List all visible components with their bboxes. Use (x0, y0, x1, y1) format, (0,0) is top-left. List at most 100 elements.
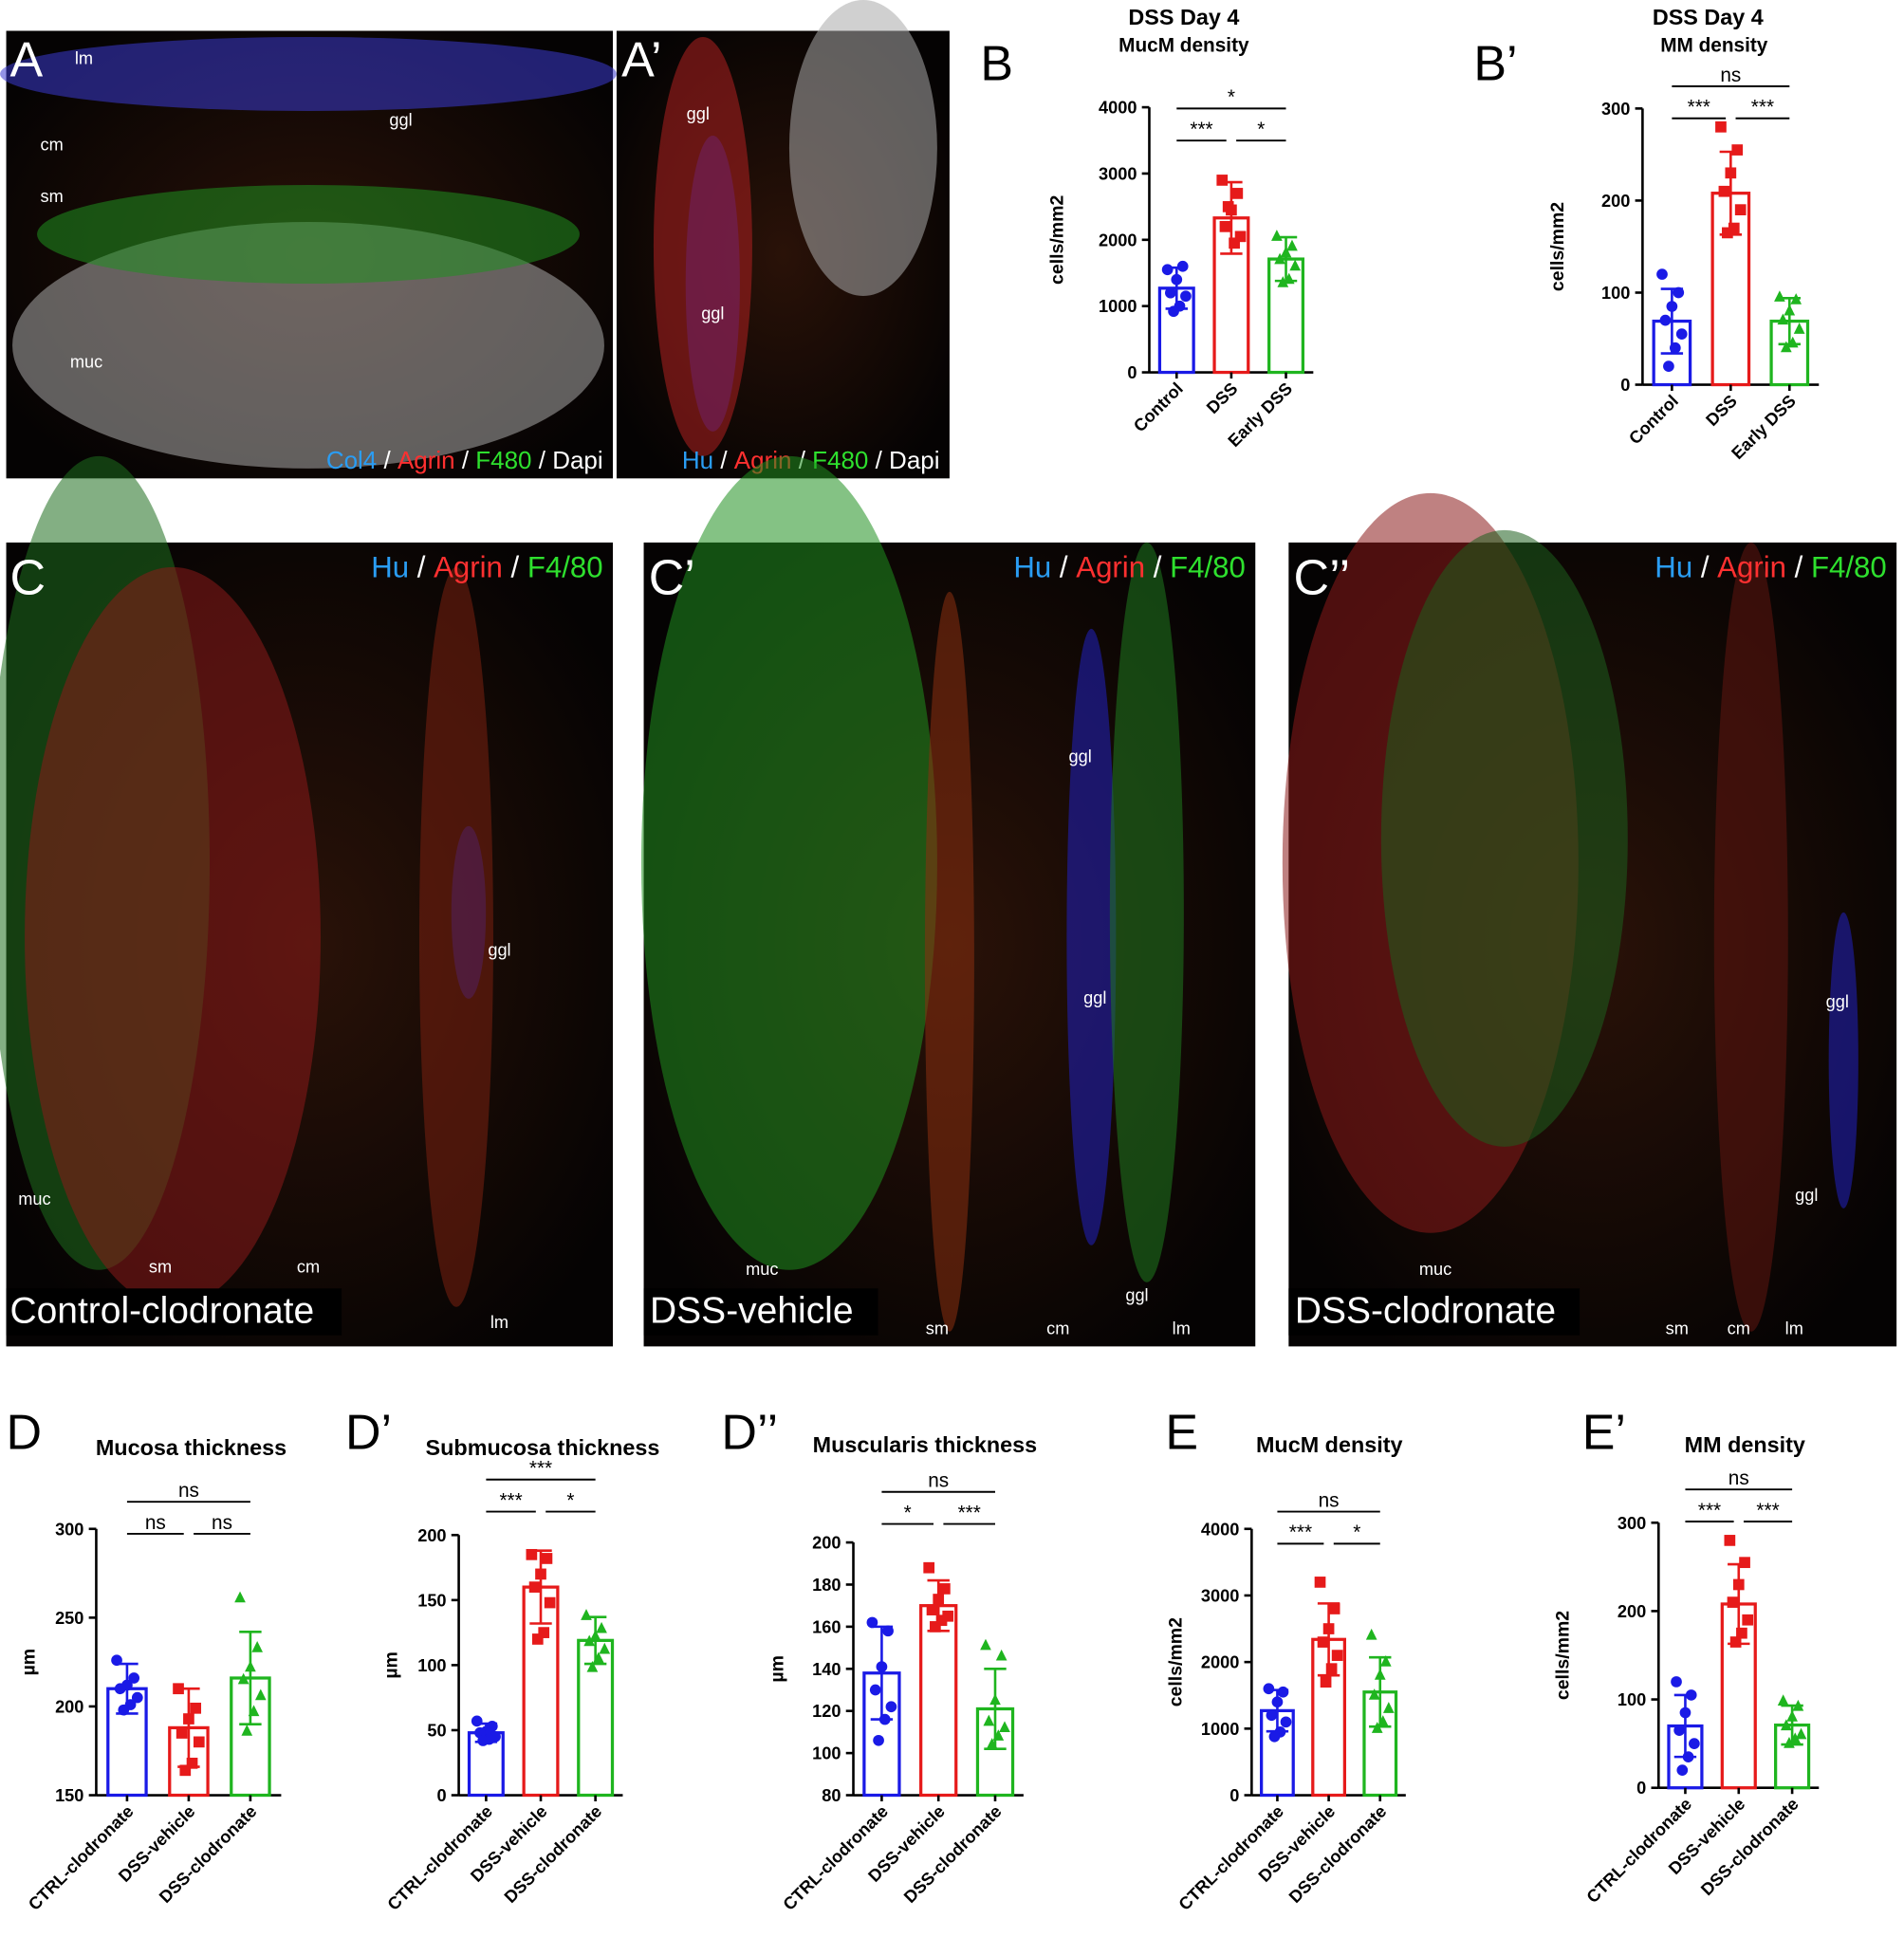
data-point (1715, 120, 1727, 133)
data-point (1266, 1709, 1278, 1722)
data-point (989, 1693, 1001, 1706)
data-point (1277, 276, 1289, 287)
data-point (1689, 1738, 1700, 1749)
tissue-annotation: ggl (687, 104, 710, 123)
panel-caption: Control-clodronate (9, 1291, 314, 1332)
significance-label: ns (1319, 1489, 1340, 1511)
legend-entry: Hu (371, 550, 409, 583)
legend-entry: Col4 (326, 446, 377, 474)
data-point (1786, 1710, 1798, 1722)
data-point (471, 1715, 483, 1727)
y-tick-label: 80 (822, 1786, 841, 1805)
data-point (254, 1688, 267, 1701)
data-point (1739, 1557, 1750, 1569)
data-point (541, 1553, 553, 1564)
data-point (1365, 1628, 1377, 1640)
legend-separator: / (455, 446, 476, 474)
data-point (538, 1627, 550, 1638)
tissue-stain (12, 221, 604, 469)
chart-subtitle: MM density (1660, 35, 1768, 57)
data-point (581, 1609, 592, 1620)
data-point (1671, 1676, 1682, 1688)
bar-chart: E MucM densitycells/mm201000200030004000C… (1165, 1405, 1406, 1914)
chart-title: MM density (1685, 1432, 1805, 1457)
bar-chart: B DSS Day 4 MucM density cells/mm2 0 1000 2000… (980, 5, 1314, 451)
data-point (114, 1683, 126, 1695)
bar-chart: E’ MM densitycells/mm20100200300CTRL-clod… (1552, 1405, 1820, 1907)
data-point (531, 1633, 544, 1645)
legend-separator: / (377, 446, 397, 474)
data-point (866, 1616, 878, 1629)
significance-label: *** (499, 1489, 522, 1511)
tissue-annotation: ggl (389, 111, 412, 130)
significance-label: *** (958, 1502, 981, 1523)
data-point (1368, 1688, 1380, 1700)
data-point (1725, 167, 1737, 179)
data-point (986, 1738, 998, 1749)
data-point (980, 1638, 991, 1651)
legend-separator: / (1692, 550, 1717, 583)
x-tick-label: DSS (1702, 391, 1741, 430)
data-point (1165, 286, 1176, 299)
x-tick-label: CTRL-clodronate (780, 1801, 892, 1913)
data-point (1682, 1751, 1694, 1762)
significance-label: ns (145, 1512, 166, 1534)
data-point (118, 1704, 130, 1716)
data-point (1786, 336, 1799, 348)
data-point (935, 1614, 948, 1627)
data-point (128, 1672, 140, 1684)
bar-chart: B’ DSS Day 4 MM density cells/mm2 0 100 200 300… (1473, 5, 1820, 463)
legend-separator: / (868, 446, 889, 474)
legend-entry: F4/80 (1811, 550, 1887, 583)
panel-caption: DSS-clodronate (1295, 1291, 1556, 1332)
data-point (1374, 1669, 1386, 1680)
chart-title: DSS Day 4 (1128, 5, 1239, 29)
data-point (1659, 314, 1672, 326)
y-tick-label: 0 (436, 1786, 446, 1805)
y-tick-label: 4000 (1099, 99, 1137, 118)
caption-bg (643, 1288, 878, 1336)
data-point (873, 1734, 884, 1746)
y-axis-label: µm (381, 1651, 402, 1679)
y-tick-label: 0 (1636, 1779, 1646, 1798)
y-tick-label: 0 (1620, 376, 1630, 395)
data-point (234, 1591, 246, 1603)
data-point (111, 1654, 122, 1667)
data-point (1180, 290, 1192, 303)
y-tick-label: 100 (1617, 1690, 1646, 1709)
tissue-annotation: sm (149, 1257, 172, 1276)
data-point (1176, 260, 1189, 272)
significance-label: * (566, 1489, 574, 1511)
data-point (1314, 1577, 1326, 1588)
chart-title: Submucosa thickness (426, 1435, 660, 1460)
tissue-annotation: lm (1173, 1319, 1191, 1337)
data-point (1734, 204, 1747, 215)
chart-title: Muscularis thickness (813, 1432, 1037, 1457)
data-point (1777, 313, 1789, 325)
tissue-annotation: ggl (1083, 988, 1106, 1007)
panel-label: A’ (621, 33, 661, 88)
data-point (1731, 144, 1744, 156)
data-point (1727, 1596, 1739, 1608)
data-point (930, 1621, 941, 1633)
bar (577, 1638, 615, 1798)
data-point (1229, 237, 1240, 249)
tissue-annotation: ggl (701, 304, 724, 323)
data-point (933, 1594, 945, 1605)
panel-label: E’ (1582, 1405, 1626, 1460)
y-tick-label: 160 (812, 1617, 841, 1636)
data-point (241, 1724, 253, 1736)
panel-label: C’ (649, 551, 695, 606)
data-point (1673, 286, 1685, 299)
data-point (1231, 188, 1244, 199)
data-point (1317, 1636, 1329, 1648)
data-point (1280, 246, 1292, 258)
legend-entry: F4/80 (527, 550, 603, 583)
data-point (1263, 1683, 1275, 1695)
bar (919, 1604, 958, 1798)
tissue-annotation: muc (18, 1190, 50, 1208)
significance-label: *** (1756, 1500, 1779, 1522)
y-axis-label: cells/mm2 (1552, 1611, 1573, 1700)
